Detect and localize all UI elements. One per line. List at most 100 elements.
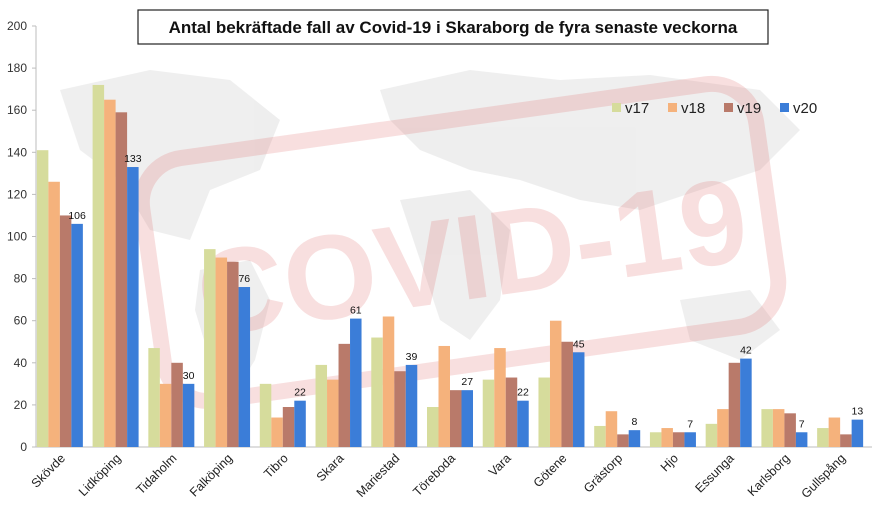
category-label: Tibro	[261, 451, 291, 481]
bar-v19-13	[784, 413, 796, 447]
category-label: Falköping	[187, 451, 235, 499]
bar-v20-11	[684, 432, 696, 447]
bar-v17-7	[427, 407, 439, 447]
bar-v17-9	[538, 377, 550, 447]
y-tick-label: 20	[14, 398, 28, 412]
bars-group	[36, 84, 864, 448]
bar-v18-12	[717, 409, 729, 447]
bar-v20-6	[405, 364, 418, 447]
bar-v20-9	[572, 352, 585, 447]
bar-v18-6	[382, 316, 395, 447]
data-label: 106	[68, 210, 86, 222]
bar-v19-11	[672, 432, 685, 447]
y-tick-label: 0	[20, 440, 27, 454]
legend: v17 v18 v19 v20	[612, 100, 817, 117]
y-tick-label: 60	[14, 314, 28, 328]
y-tick-label: 100	[7, 230, 27, 244]
bar-v19-8	[505, 377, 518, 447]
bar-v17-0	[36, 150, 49, 447]
y-tick-label: 180	[7, 61, 27, 75]
bar-v17-5	[315, 364, 328, 447]
category-labels-group: Skövde Lidköping Tidaholm Falköping Tibro Ska…	[29, 451, 849, 501]
bar-v20-4	[294, 400, 306, 447]
bar-v19-10	[617, 434, 629, 447]
data-label: 45	[573, 338, 585, 350]
data-label: 39	[406, 351, 418, 363]
y-tick-label: 140	[7, 145, 27, 159]
data-label: 30	[183, 370, 195, 382]
data-label: 22	[294, 387, 306, 399]
bar-v17-10	[594, 425, 606, 447]
bar-v18-11	[661, 428, 673, 447]
data-label: 7	[799, 418, 805, 430]
bar-v18-14	[828, 417, 841, 447]
category-label: Gullspång	[799, 451, 849, 501]
bar-v17-14	[817, 428, 829, 447]
bar-v18-0	[48, 181, 60, 447]
bar-v20-14	[851, 419, 864, 447]
bar-v20-3	[238, 287, 251, 447]
bar-v18-13	[772, 409, 785, 447]
bar-v20-1	[127, 167, 139, 447]
bar-v17-6	[371, 337, 383, 447]
category-label: Grästorp	[581, 451, 625, 495]
category-label: Tidaholm	[134, 451, 180, 497]
data-label: 13	[852, 406, 864, 418]
category-label: Karlsborg	[745, 451, 793, 499]
bar-v20-5	[350, 318, 362, 447]
bar-v19-0	[59, 215, 72, 447]
bar-v18-5	[327, 379, 339, 447]
bar-v19-1	[115, 112, 128, 448]
legend-label-v20: v20	[793, 100, 817, 117]
category-label: Skara	[314, 451, 347, 484]
category-label: Skövde	[29, 451, 68, 490]
category-label: Götene	[531, 451, 570, 490]
data-label: 27	[461, 376, 473, 388]
bar-v19-14	[840, 434, 852, 447]
category-label: Hjo	[658, 451, 681, 474]
bar-v18-1	[104, 99, 116, 448]
bar-v18-8	[494, 348, 506, 447]
data-label: 8	[632, 416, 638, 428]
legend-swatch-v18	[668, 103, 677, 112]
bar-v17-1	[92, 84, 105, 447]
legend-label-v19: v19	[737, 100, 761, 117]
chart-title: Antal bekräftade fall av Covid-19 i Skar…	[169, 18, 738, 37]
bar-v18-7	[438, 345, 450, 447]
bar-v17-4	[259, 383, 272, 447]
bar-v17-11	[649, 432, 662, 447]
data-label: 76	[238, 273, 250, 285]
bar-v19-9	[561, 341, 573, 447]
bar-v19-5	[338, 343, 351, 447]
y-tick-label: 160	[7, 103, 27, 117]
bar-v19-7	[450, 390, 462, 447]
bar-v18-9	[549, 320, 562, 447]
bar-v18-4	[271, 417, 283, 447]
y-tick-label: 40	[14, 356, 28, 370]
data-label: 133	[124, 153, 142, 165]
bar-v17-3	[204, 249, 216, 447]
category-label: Essunga	[692, 451, 736, 495]
legend-label-v18: v18	[681, 100, 705, 117]
bar-v17-13	[761, 409, 773, 447]
data-labels-group: 106 133 30 76 22 61 39 27 22 45 8 7 42 7 13	[68, 153, 863, 430]
legend-swatch-v20	[780, 103, 789, 112]
bar-v19-4	[282, 407, 295, 447]
legend-swatch-v17	[612, 103, 621, 112]
bar-v17-2	[148, 348, 160, 447]
bar-v17-12	[705, 423, 718, 447]
legend-label-v17: v17	[625, 100, 649, 117]
bar-v20-13	[795, 432, 808, 447]
category-label: Töreboda	[410, 451, 458, 499]
y-tick-label: 200	[7, 19, 27, 33]
bar-v20-7	[461, 390, 473, 447]
bar-v20-8	[517, 400, 529, 447]
data-label: 42	[740, 345, 752, 357]
bar-v18-2	[159, 383, 172, 447]
bar-v17-8	[482, 379, 495, 447]
bar-v19-12	[728, 362, 741, 447]
data-label: 7	[687, 418, 693, 430]
bar-v18-10	[605, 411, 618, 447]
bar-v18-3	[215, 257, 228, 447]
